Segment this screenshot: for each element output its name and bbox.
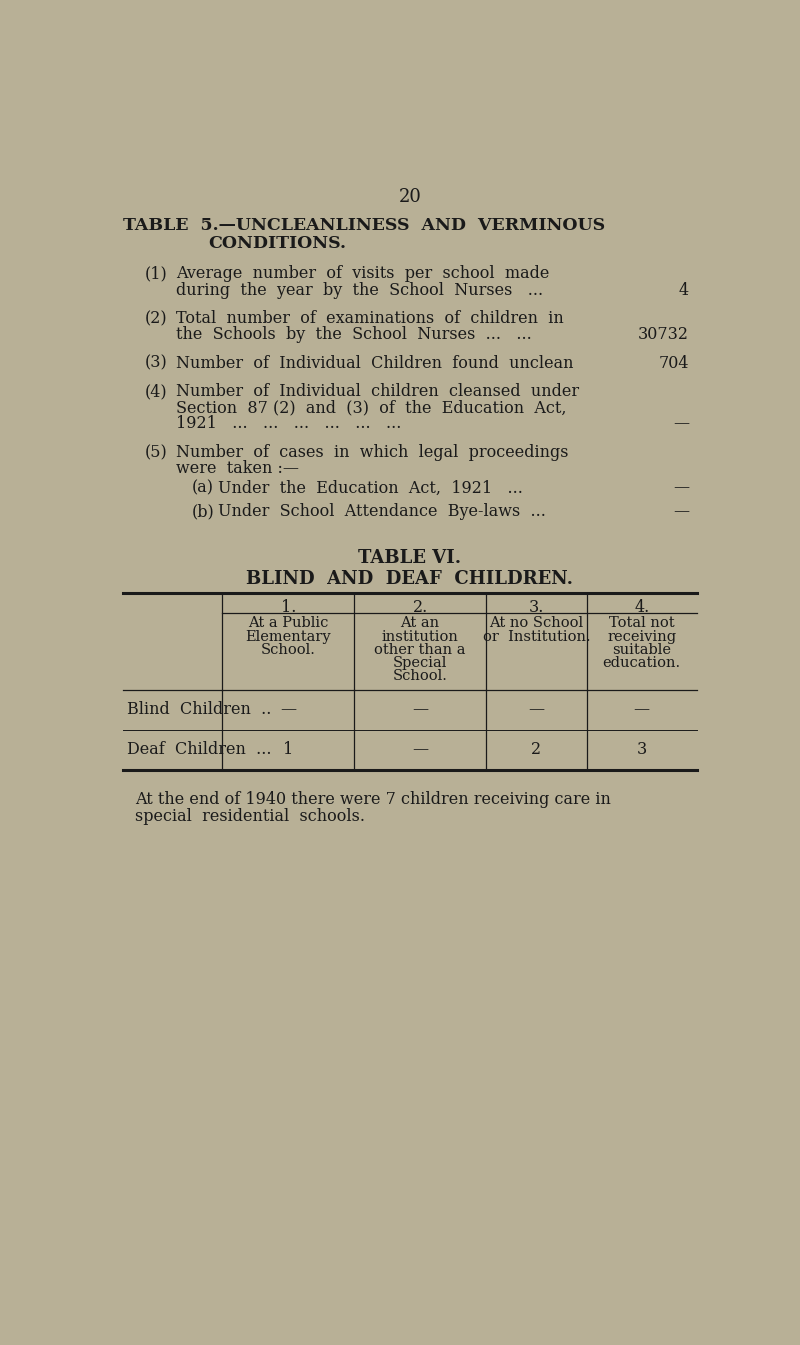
Text: —: —: [528, 701, 544, 718]
Text: 1.: 1.: [281, 599, 296, 616]
Text: —: —: [673, 416, 689, 433]
Text: Total  number  of  examinations  of  children  in: Total number of examinations of children…: [176, 309, 564, 327]
Text: Blind  Children  ..: Blind Children ..: [127, 701, 271, 718]
Text: Number  of  Individual  Children  found  unclean: Number of Individual Children found uncl…: [176, 355, 574, 371]
Text: 4.: 4.: [634, 599, 650, 616]
Text: 20: 20: [398, 188, 422, 206]
Text: Under  the  Education  Act,  1921   ...: Under the Education Act, 1921 ...: [218, 479, 522, 496]
Text: 30732: 30732: [638, 327, 689, 343]
Text: suitable: suitable: [612, 643, 671, 656]
Text: CONDITIONS.: CONDITIONS.: [209, 235, 346, 253]
Text: Total not: Total not: [609, 616, 674, 631]
Text: —: —: [673, 503, 689, 521]
Text: —: —: [412, 741, 428, 759]
Text: At no School: At no School: [490, 616, 583, 631]
Text: 2: 2: [531, 741, 542, 759]
Text: 704: 704: [658, 355, 689, 371]
Text: (2): (2): [145, 309, 167, 327]
Text: —: —: [634, 701, 650, 718]
Text: were  taken :—: were taken :—: [176, 460, 299, 477]
Text: —: —: [673, 479, 689, 496]
Text: At a Public: At a Public: [248, 616, 329, 631]
Text: Under  School  Attendance  Bye-laws  ...: Under School Attendance Bye-laws ...: [218, 503, 546, 521]
Text: (b): (b): [191, 503, 214, 521]
Text: during  the  year  by  the  School  Nurses   ...: during the year by the School Nurses ...: [176, 281, 543, 299]
Text: or  Institution.: or Institution.: [482, 629, 590, 643]
Text: —: —: [280, 701, 296, 718]
Text: At the end of 1940 there were 7 children receiving care in: At the end of 1940 there were 7 children…: [135, 791, 610, 808]
Text: 4: 4: [679, 281, 689, 299]
Text: receiving: receiving: [607, 629, 676, 643]
Text: (3): (3): [145, 355, 168, 371]
Text: institution: institution: [382, 629, 458, 643]
Text: the  Schools  by  the  School  Nurses  ...   ...: the Schools by the School Nurses ... ...: [176, 327, 532, 343]
Text: 1921   ...   ...   ...   ...   ...   ...: 1921 ... ... ... ... ... ...: [176, 416, 402, 433]
Text: Average  number  of  visits  per  school  made: Average number of visits per school made: [176, 265, 550, 282]
Text: 3: 3: [637, 741, 647, 759]
Text: other than a: other than a: [374, 643, 466, 656]
Text: At an: At an: [401, 616, 440, 631]
Text: Elementary: Elementary: [246, 629, 331, 643]
Text: Deaf  Children  ...: Deaf Children ...: [127, 741, 272, 759]
Text: TABLE  5.—UNCLEANLINESS  AND  VERMINOUS: TABLE 5.—UNCLEANLINESS AND VERMINOUS: [123, 217, 606, 234]
Text: (4): (4): [145, 383, 167, 401]
Text: (5): (5): [145, 444, 168, 461]
Text: 1: 1: [283, 741, 294, 759]
Text: education.: education.: [602, 656, 681, 670]
Text: School.: School.: [393, 668, 447, 683]
Text: special  residential  schools.: special residential schools.: [135, 808, 365, 826]
Text: 2.: 2.: [413, 599, 428, 616]
Text: Section  87 (2)  and  (3)  of  the  Education  Act,: Section 87 (2) and (3) of the Education …: [176, 399, 566, 417]
Text: BLIND  AND  DEAF  CHILDREN.: BLIND AND DEAF CHILDREN.: [246, 570, 574, 588]
Text: (1): (1): [145, 265, 168, 282]
Text: (a): (a): [191, 479, 214, 496]
Text: TABLE VI.: TABLE VI.: [358, 549, 462, 566]
Text: Special: Special: [393, 656, 447, 670]
Text: Number  of  Individual  children  cleansed  under: Number of Individual children cleansed u…: [176, 383, 579, 401]
Text: —: —: [412, 701, 428, 718]
Text: Number  of  cases  in  which  legal  proceedings: Number of cases in which legal proceedin…: [176, 444, 569, 461]
Text: 3.: 3.: [529, 599, 544, 616]
Text: School.: School.: [261, 643, 316, 656]
